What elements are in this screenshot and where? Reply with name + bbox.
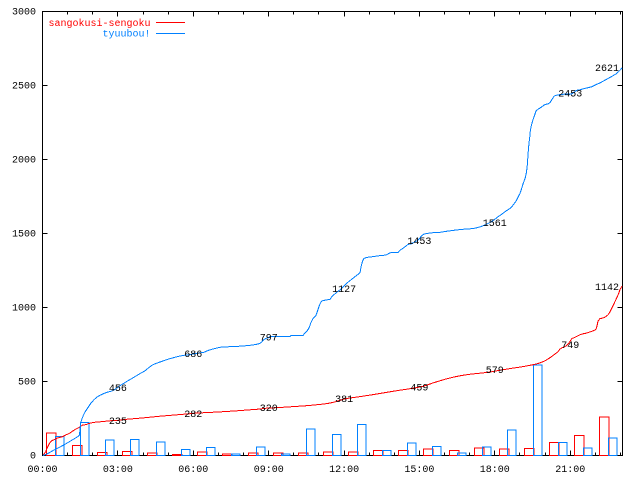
svg-text:797: 797 <box>260 334 278 345</box>
svg-text:282: 282 <box>184 410 202 421</box>
svg-text:2621: 2621 <box>595 64 619 75</box>
svg-text:09:00: 09:00 <box>254 465 284 476</box>
svg-text:1127: 1127 <box>332 285 356 296</box>
svg-text:1000: 1000 <box>12 304 36 315</box>
svg-text:459: 459 <box>410 384 428 395</box>
svg-text:1142: 1142 <box>595 283 619 294</box>
svg-text:12:00: 12:00 <box>329 465 359 476</box>
svg-text:18:00: 18:00 <box>480 465 510 476</box>
svg-text:00:00: 00:00 <box>27 465 57 476</box>
svg-text:0: 0 <box>30 452 36 463</box>
svg-text:3000: 3000 <box>12 8 36 19</box>
svg-text:2000: 2000 <box>12 156 36 167</box>
svg-text:1561: 1561 <box>483 219 507 230</box>
svg-text:06:00: 06:00 <box>178 465 208 476</box>
svg-text:03:00: 03:00 <box>103 465 133 476</box>
svg-text:1453: 1453 <box>407 237 431 248</box>
svg-text:235: 235 <box>109 417 127 428</box>
svg-text:579: 579 <box>486 366 504 377</box>
svg-text:686: 686 <box>184 350 202 361</box>
svg-text:456: 456 <box>109 384 127 395</box>
svg-text:500: 500 <box>18 378 36 389</box>
svg-text:2453: 2453 <box>558 90 582 101</box>
svg-text:1500: 1500 <box>12 230 36 241</box>
svg-text:15:00: 15:00 <box>404 465 434 476</box>
svg-text:320: 320 <box>260 404 278 415</box>
svg-text:749: 749 <box>561 341 579 352</box>
svg-text:21:00: 21:00 <box>555 465 585 476</box>
svg-text:sangokusi-sengoku: sangokusi-sengoku <box>48 18 150 30</box>
svg-text:381: 381 <box>335 395 353 406</box>
svg-text:2500: 2500 <box>12 82 36 93</box>
svg-text:tyuubou!: tyuubou! <box>102 29 150 41</box>
